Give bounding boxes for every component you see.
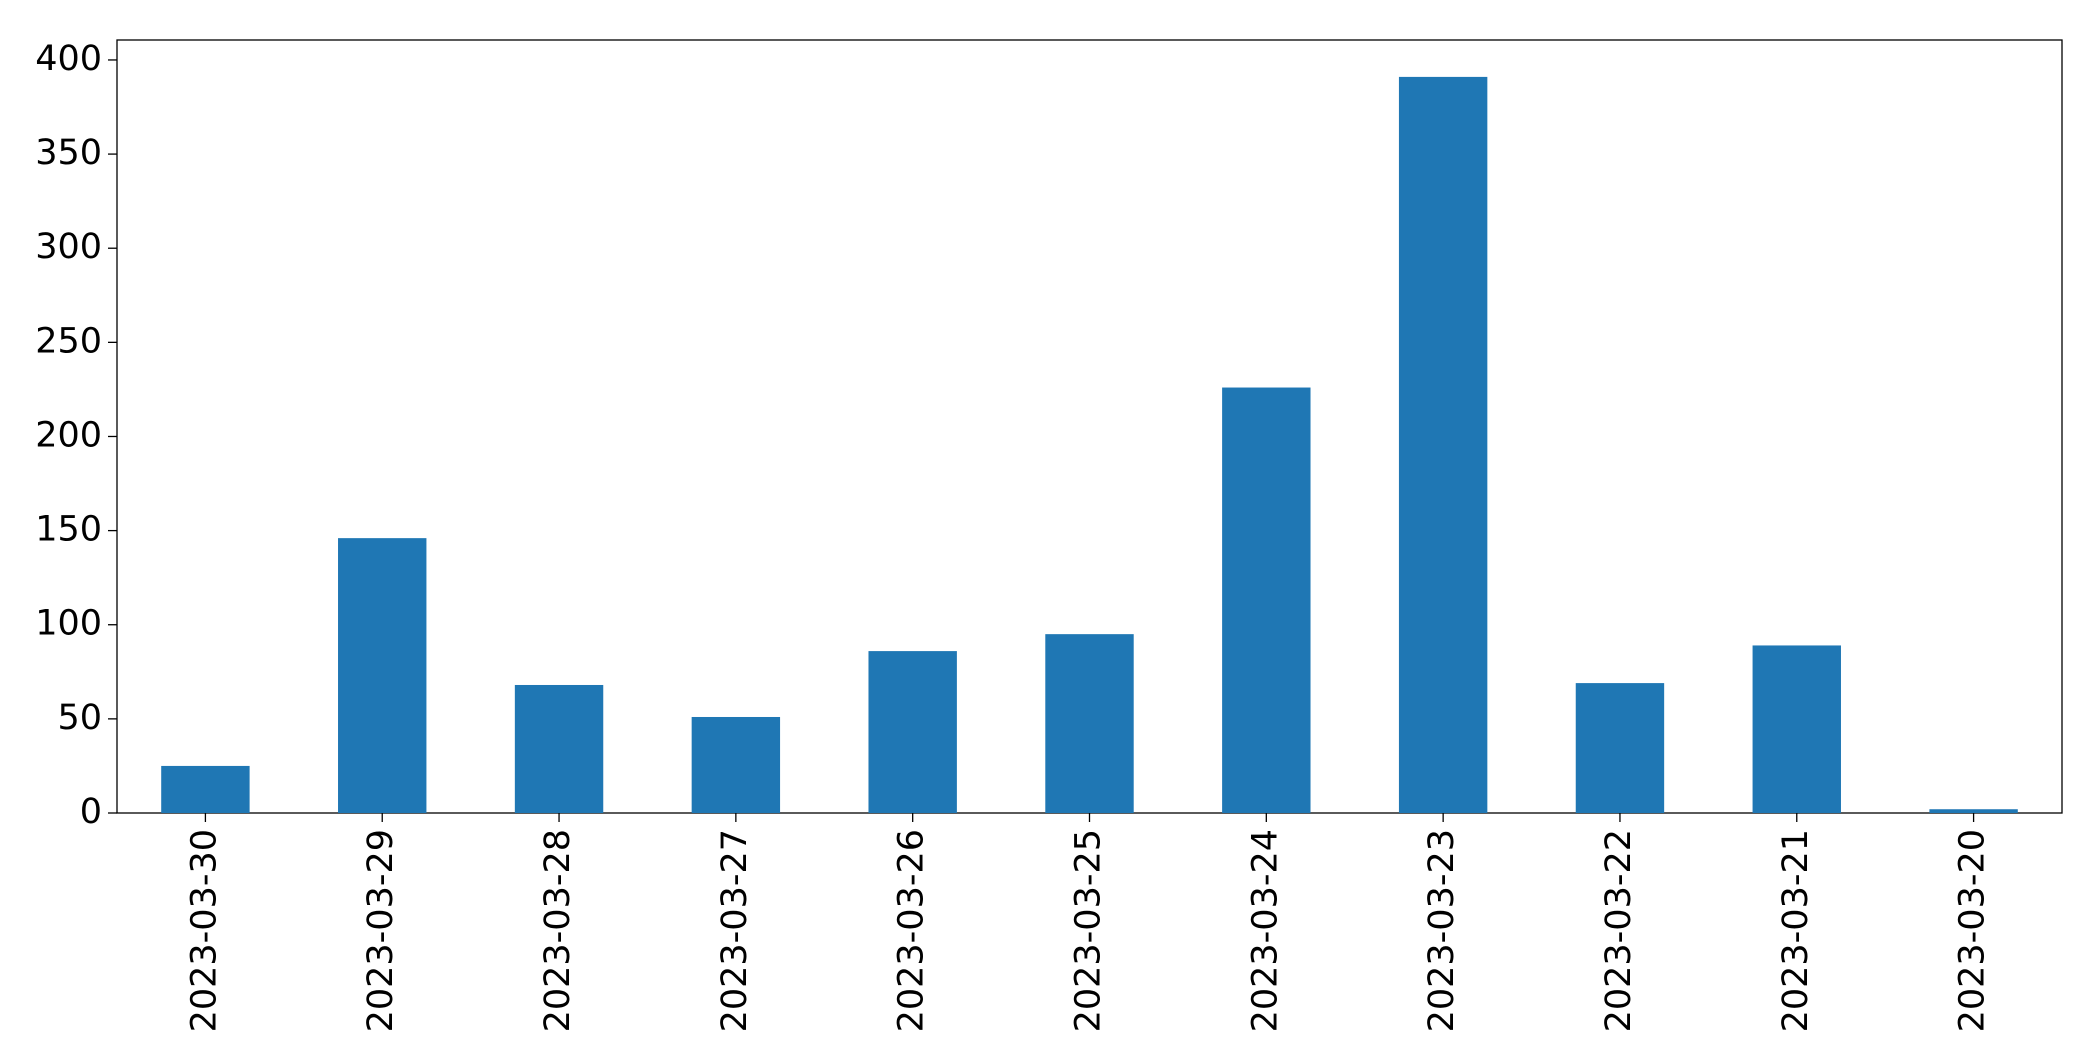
bar	[338, 538, 427, 813]
bar	[1222, 387, 1311, 813]
x-tick-label: 2023-03-25	[1069, 829, 1109, 1032]
x-tick-label: 2023-03-29	[361, 829, 401, 1032]
x-tick-label: 2023-03-28	[538, 829, 578, 1032]
bar	[1575, 683, 1665, 813]
bar	[691, 716, 781, 813]
y-tick-label: 0	[80, 792, 102, 832]
x-tick-label: 2023-03-27	[715, 829, 755, 1032]
bar	[1929, 809, 2018, 813]
x-tick-label: 2023-03-20	[1953, 829, 1993, 1032]
x-tick-label: 2023-03-21	[1776, 829, 1816, 1032]
y-tick-label: 50	[57, 698, 102, 738]
y-tick-label: 200	[35, 415, 102, 455]
bar	[868, 651, 957, 813]
bar	[1045, 634, 1134, 813]
bar	[514, 684, 604, 813]
y-tick-label: 300	[35, 227, 102, 267]
x-tick-label: 2023-03-26	[892, 829, 932, 1032]
y-tick-label: 100	[35, 604, 102, 644]
x-tick-label: 2023-03-24	[1245, 829, 1285, 1032]
bar	[1752, 645, 1841, 813]
x-tick-label: 2023-03-22	[1599, 829, 1639, 1032]
x-tick-label: 2023-03-30	[184, 829, 224, 1032]
bar	[161, 765, 250, 813]
y-tick-label: 350	[35, 133, 102, 173]
y-tick-label: 150	[35, 510, 102, 550]
y-tick-label: 400	[35, 39, 102, 79]
bar	[1398, 76, 1488, 813]
x-tick-label: 2023-03-23	[1422, 829, 1462, 1032]
y-tick-label: 250	[35, 321, 102, 361]
